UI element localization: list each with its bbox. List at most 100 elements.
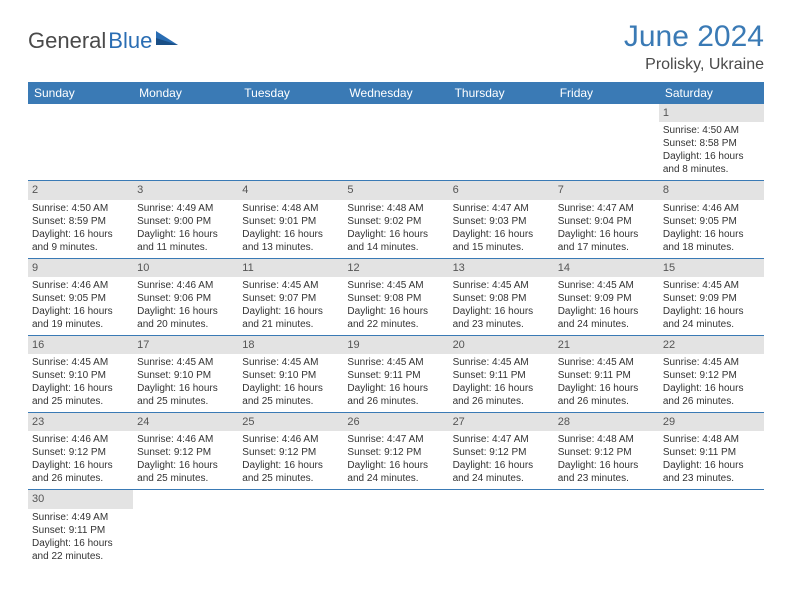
sunset-text: Sunset: 9:08 PM [453, 292, 550, 305]
day-details: Sunrise: 4:45 AMSunset: 9:09 PMDaylight:… [554, 277, 659, 335]
day-details: Sunrise: 4:46 AMSunset: 9:12 PMDaylight:… [238, 431, 343, 489]
day-number: 3 [133, 181, 238, 199]
day-number [554, 490, 659, 508]
sunrise-text: Sunrise: 4:45 AM [242, 356, 339, 369]
daylight-text: Daylight: 16 hours and 24 minutes. [663, 305, 760, 331]
day-number [238, 490, 343, 508]
sunset-text: Sunset: 9:11 PM [558, 369, 655, 382]
daylight-text: Daylight: 16 hours and 25 minutes. [32, 382, 129, 408]
day-details: Sunrise: 4:45 AMSunset: 9:08 PMDaylight:… [449, 277, 554, 335]
daylight-text: Daylight: 16 hours and 26 minutes. [453, 382, 550, 408]
day-number: 6 [449, 181, 554, 199]
daylight-text: Daylight: 16 hours and 24 minutes. [453, 459, 550, 485]
day-header: Sunday [28, 82, 133, 104]
day-number: 11 [238, 259, 343, 277]
calendar-week-row: 23Sunrise: 4:46 AMSunset: 9:12 PMDayligh… [28, 413, 764, 490]
calendar-day-cell: 8Sunrise: 4:46 AMSunset: 9:05 PMDaylight… [659, 181, 764, 258]
daylight-text: Daylight: 16 hours and 26 minutes. [32, 459, 129, 485]
sunset-text: Sunset: 9:11 PM [32, 524, 129, 537]
day-number: 17 [133, 336, 238, 354]
day-details: Sunrise: 4:47 AMSunset: 9:03 PMDaylight:… [449, 200, 554, 258]
sunset-text: Sunset: 9:12 PM [32, 446, 129, 459]
daylight-text: Daylight: 16 hours and 26 minutes. [558, 382, 655, 408]
calendar-day-cell [238, 104, 343, 181]
day-details: Sunrise: 4:45 AMSunset: 9:11 PMDaylight:… [554, 354, 659, 412]
calendar-day-cell [449, 490, 554, 567]
calendar-week-row: 30Sunrise: 4:49 AMSunset: 9:11 PMDayligh… [28, 490, 764, 567]
day-header: Wednesday [343, 82, 448, 104]
sunrise-text: Sunrise: 4:45 AM [453, 356, 550, 369]
sunrise-text: Sunrise: 4:47 AM [453, 202, 550, 215]
calendar-day-cell [28, 104, 133, 181]
calendar-week-row: 9Sunrise: 4:46 AMSunset: 9:05 PMDaylight… [28, 258, 764, 335]
title-block: June 2024 Prolisky, Ukraine [624, 20, 764, 74]
day-number [659, 490, 764, 508]
calendar-day-cell: 18Sunrise: 4:45 AMSunset: 9:10 PMDayligh… [238, 335, 343, 412]
calendar-day-cell: 14Sunrise: 4:45 AMSunset: 9:09 PMDayligh… [554, 258, 659, 335]
sunset-text: Sunset: 9:10 PM [242, 369, 339, 382]
sunset-text: Sunset: 9:09 PM [663, 292, 760, 305]
daylight-text: Daylight: 16 hours and 26 minutes. [347, 382, 444, 408]
day-number: 21 [554, 336, 659, 354]
sunset-text: Sunset: 8:58 PM [663, 137, 760, 150]
day-details: Sunrise: 4:45 AMSunset: 9:11 PMDaylight:… [343, 354, 448, 412]
day-number: 1 [659, 104, 764, 122]
sunrise-text: Sunrise: 4:46 AM [32, 279, 129, 292]
sunrise-text: Sunrise: 4:48 AM [347, 202, 444, 215]
day-details: Sunrise: 4:45 AMSunset: 9:09 PMDaylight:… [659, 277, 764, 335]
sunrise-text: Sunrise: 4:46 AM [137, 433, 234, 446]
day-number [133, 490, 238, 508]
sunrise-text: Sunrise: 4:50 AM [32, 202, 129, 215]
day-details: Sunrise: 4:46 AMSunset: 9:12 PMDaylight:… [133, 431, 238, 489]
daylight-text: Daylight: 16 hours and 25 minutes. [137, 382, 234, 408]
day-number [133, 104, 238, 122]
day-number: 24 [133, 413, 238, 431]
sunset-text: Sunset: 9:05 PM [32, 292, 129, 305]
sunrise-text: Sunrise: 4:45 AM [32, 356, 129, 369]
day-details: Sunrise: 4:48 AMSunset: 9:02 PMDaylight:… [343, 200, 448, 258]
day-header: Tuesday [238, 82, 343, 104]
daylight-text: Daylight: 16 hours and 19 minutes. [32, 305, 129, 331]
sunset-text: Sunset: 9:12 PM [347, 446, 444, 459]
daylight-text: Daylight: 16 hours and 15 minutes. [453, 228, 550, 254]
sunrise-text: Sunrise: 4:46 AM [32, 433, 129, 446]
sunrise-text: Sunrise: 4:45 AM [663, 356, 760, 369]
day-details: Sunrise: 4:49 AMSunset: 9:11 PMDaylight:… [28, 509, 133, 567]
sunset-text: Sunset: 9:01 PM [242, 215, 339, 228]
day-details: Sunrise: 4:46 AMSunset: 9:05 PMDaylight:… [28, 277, 133, 335]
logo-flag-icon [156, 31, 184, 51]
calendar-day-cell [343, 490, 448, 567]
sunset-text: Sunset: 9:09 PM [558, 292, 655, 305]
day-header-row: Sunday Monday Tuesday Wednesday Thursday… [28, 82, 764, 104]
calendar-day-cell: 19Sunrise: 4:45 AMSunset: 9:11 PMDayligh… [343, 335, 448, 412]
logo-text-blue: Blue [108, 28, 152, 54]
daylight-text: Daylight: 16 hours and 23 minutes. [663, 459, 760, 485]
day-details: Sunrise: 4:46 AMSunset: 9:12 PMDaylight:… [28, 431, 133, 489]
sunset-text: Sunset: 8:59 PM [32, 215, 129, 228]
day-number: 20 [449, 336, 554, 354]
sunset-text: Sunset: 9:11 PM [663, 446, 760, 459]
calendar-day-cell: 27Sunrise: 4:47 AMSunset: 9:12 PMDayligh… [449, 413, 554, 490]
day-header: Monday [133, 82, 238, 104]
daylight-text: Daylight: 16 hours and 9 minutes. [32, 228, 129, 254]
sunrise-text: Sunrise: 4:46 AM [242, 433, 339, 446]
calendar-day-cell [133, 490, 238, 567]
sunrise-text: Sunrise: 4:47 AM [347, 433, 444, 446]
logo-text-general: General [28, 28, 106, 54]
calendar-week-row: 2Sunrise: 4:50 AMSunset: 8:59 PMDaylight… [28, 181, 764, 258]
month-year: June 2024 [624, 20, 764, 54]
daylight-text: Daylight: 16 hours and 13 minutes. [242, 228, 339, 254]
calendar-day-cell: 3Sunrise: 4:49 AMSunset: 9:00 PMDaylight… [133, 181, 238, 258]
calendar-day-cell: 12Sunrise: 4:45 AMSunset: 9:08 PMDayligh… [343, 258, 448, 335]
calendar-table: Sunday Monday Tuesday Wednesday Thursday… [28, 82, 764, 567]
calendar-day-cell: 23Sunrise: 4:46 AMSunset: 9:12 PMDayligh… [28, 413, 133, 490]
sunrise-text: Sunrise: 4:49 AM [32, 511, 129, 524]
sunrise-text: Sunrise: 4:46 AM [663, 202, 760, 215]
day-number: 13 [449, 259, 554, 277]
day-number: 7 [554, 181, 659, 199]
daylight-text: Daylight: 16 hours and 25 minutes. [137, 459, 234, 485]
sunrise-text: Sunrise: 4:46 AM [137, 279, 234, 292]
calendar-day-cell: 11Sunrise: 4:45 AMSunset: 9:07 PMDayligh… [238, 258, 343, 335]
calendar-day-cell: 5Sunrise: 4:48 AMSunset: 9:02 PMDaylight… [343, 181, 448, 258]
day-number: 25 [238, 413, 343, 431]
